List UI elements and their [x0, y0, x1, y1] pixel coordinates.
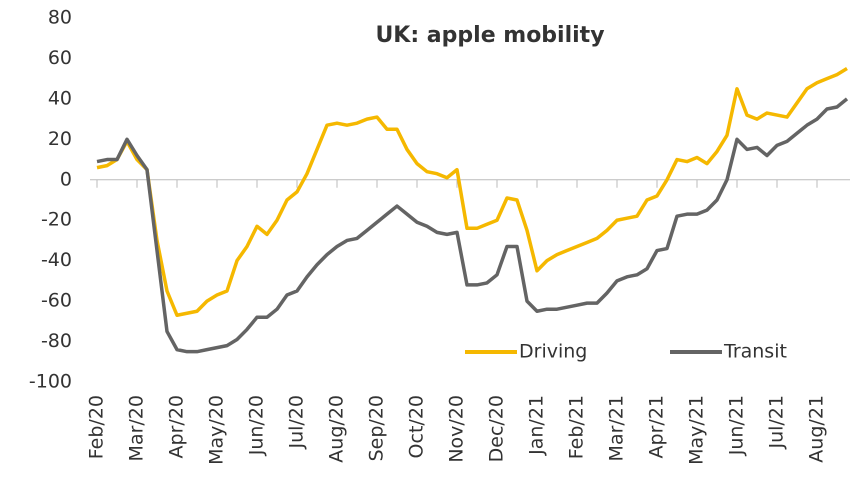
x-tick-label: Feb/20 [86, 395, 108, 459]
x-tick-label: Mar/21 [606, 395, 628, 461]
x-tick-label: Aug/21 [806, 395, 828, 463]
x-tick-label: Aug/20 [326, 395, 348, 463]
x-tick-label: Jun/21 [726, 395, 748, 456]
y-tick-label: 40 [48, 87, 72, 109]
y-tick-label: 80 [48, 7, 72, 29]
y-tick-label: -20 [41, 209, 72, 231]
x-tick-label: Jul/20 [286, 395, 308, 450]
y-tick-label: 0 [60, 168, 72, 190]
y-tick-label: -40 [41, 249, 72, 271]
x-tick-label: Feb/21 [566, 395, 588, 459]
x-tick-label: Dec/20 [486, 395, 508, 462]
legend-label: Transit [723, 341, 787, 363]
x-tick-label: Jul/21 [766, 395, 788, 450]
y-tick-label: -80 [41, 330, 72, 352]
x-tick-label: May/21 [686, 395, 708, 465]
x-tick-label: Jan/21 [526, 395, 548, 456]
x-tick-label: Nov/20 [446, 395, 468, 463]
chart-title: UK: apple mobility [375, 23, 604, 48]
x-tick-label: Sep/20 [366, 395, 388, 461]
x-tick-label: Mar/20 [126, 395, 148, 461]
series-line [96, 67, 848, 318]
x-tick-label: Apr/20 [166, 395, 188, 458]
x-tick-label: Jun/20 [246, 395, 268, 456]
y-tick-label: -100 [29, 371, 72, 393]
series-line [96, 97, 849, 354]
x-tick-label: Oct/20 [406, 395, 428, 458]
legend-label: Driving [519, 341, 587, 363]
y-tick-label: 60 [48, 47, 72, 69]
x-tick-label: Apr/21 [646, 395, 668, 458]
y-tick-label: 20 [48, 128, 72, 150]
x-tick-label: May/20 [206, 395, 228, 465]
y-tick-label: -60 [41, 290, 72, 312]
